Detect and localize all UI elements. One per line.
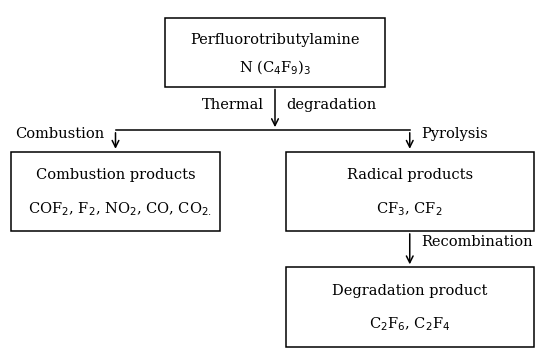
Text: CF$_3$, CF$_2$: CF$_3$, CF$_2$: [376, 200, 443, 218]
FancyBboxPatch shape: [11, 152, 220, 231]
Text: degradation: degradation: [286, 98, 376, 112]
FancyBboxPatch shape: [286, 152, 534, 231]
Text: Radical products: Radical products: [346, 169, 473, 182]
Text: Combustion products: Combustion products: [36, 169, 195, 182]
Text: N (C$_4$F$_9$)$_3$: N (C$_4$F$_9$)$_3$: [239, 58, 311, 77]
Text: Recombination: Recombination: [421, 235, 532, 249]
Text: Pyrolysis: Pyrolysis: [421, 127, 487, 140]
Text: Combustion: Combustion: [15, 127, 105, 140]
Text: COF$_2$, F$_2$, NO$_2$, CO, CO$_{2.}$: COF$_2$, F$_2$, NO$_2$, CO, CO$_{2.}$: [28, 200, 211, 218]
Text: C$_2$F$_6$, C$_2$F$_4$: C$_2$F$_6$, C$_2$F$_4$: [369, 316, 450, 333]
Text: Perfluorotributylamine: Perfluorotributylamine: [190, 33, 360, 47]
Text: Degradation product: Degradation product: [332, 284, 487, 298]
FancyBboxPatch shape: [165, 18, 385, 87]
Text: Thermal: Thermal: [202, 98, 264, 112]
FancyBboxPatch shape: [286, 267, 534, 347]
